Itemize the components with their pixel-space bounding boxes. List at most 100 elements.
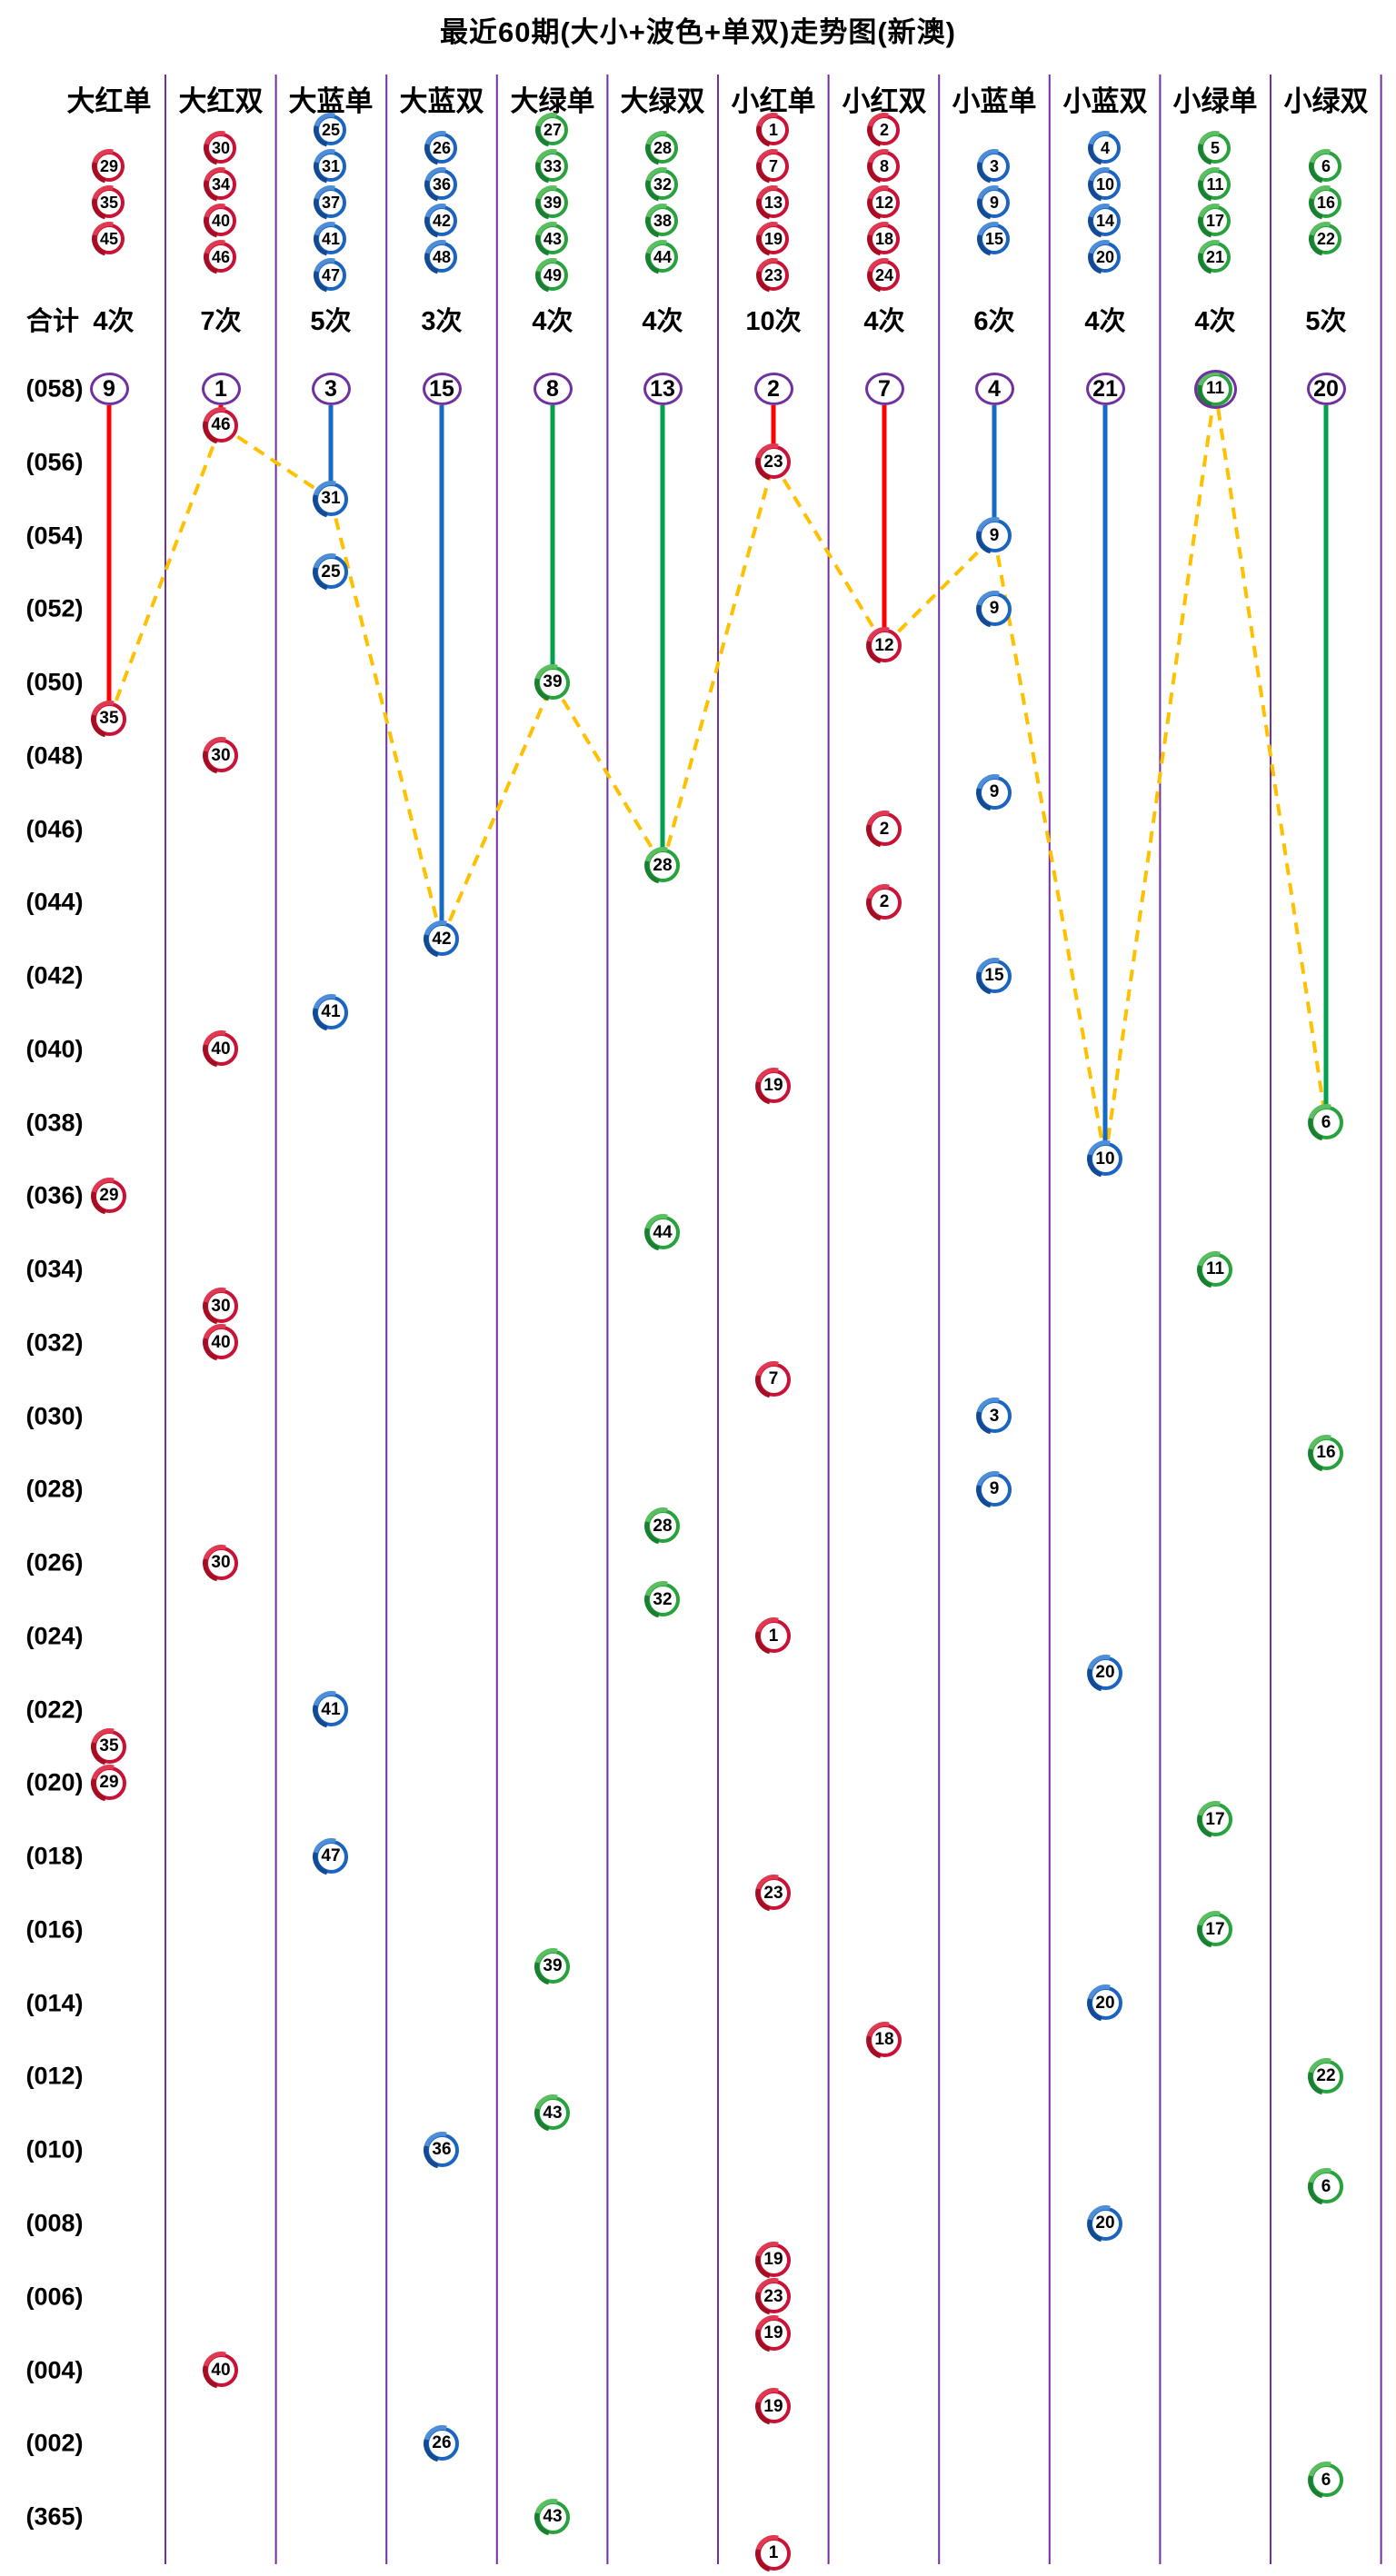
draw-ball-period-025: 32 xyxy=(645,1583,680,1617)
miss-count-circle-小红双: 7 xyxy=(864,373,904,405)
draw-ball-period-043: 42 xyxy=(424,922,459,957)
summary-label: 合计 xyxy=(25,307,80,336)
reference-ball: 29 xyxy=(94,151,125,182)
draw-ball-period-031: 7 xyxy=(756,1362,791,1397)
recent-trend-dashed-line xyxy=(992,535,1107,1160)
draw-ball-period-049: 35 xyxy=(92,701,126,736)
reference-ball: 47 xyxy=(315,260,346,291)
miss-count-circle-大绿单: 8 xyxy=(533,373,573,405)
period-row-label: (038) xyxy=(25,1109,84,1137)
reference-ball: 44 xyxy=(647,242,678,273)
column-total-count: 4次 xyxy=(532,307,573,336)
reference-ball: 32 xyxy=(647,169,678,200)
reference-ball: 37 xyxy=(315,187,346,218)
period-row-label: (008) xyxy=(25,2209,84,2237)
draw-ball-period-040: 40 xyxy=(204,1032,238,1067)
reference-ball: 19 xyxy=(758,224,789,254)
period-row-label: (044) xyxy=(25,888,84,916)
draw-ball-period-002: 26 xyxy=(424,2426,459,2461)
draw-ball-period-035: 44 xyxy=(645,1216,680,1250)
miss-count-circle-大蓝单: 3 xyxy=(311,373,351,405)
miss-count-circle-大绿双: 13 xyxy=(643,373,683,405)
draw-ball-period-022: 41 xyxy=(314,1693,348,1727)
miss-count-circle-小绿双: 20 xyxy=(1306,373,1346,405)
reference-ball: 13 xyxy=(758,187,789,218)
column-total-count: 4次 xyxy=(642,307,683,336)
reference-ball: 14 xyxy=(1090,205,1121,236)
draw-ball-period-051: 12 xyxy=(867,629,902,663)
reference-ball: 28 xyxy=(647,133,678,164)
reference-ball: 38 xyxy=(647,205,678,236)
draw-ball-period-053: 25 xyxy=(314,555,348,590)
miss-count-circle-小红单: 2 xyxy=(753,373,793,405)
miss-count-circle-小蓝单: 4 xyxy=(974,373,1014,405)
reference-ball: 31 xyxy=(315,151,346,182)
draw-ball-period-046: 2 xyxy=(867,812,902,847)
column-total-count: 5次 xyxy=(1305,307,1347,336)
reference-ball: 43 xyxy=(537,224,568,254)
period-row-label: (058) xyxy=(25,374,84,403)
draw-ball-period-042: 15 xyxy=(977,959,1012,993)
miss-count-circle-大红双: 1 xyxy=(201,373,241,405)
period-row-label: (022) xyxy=(25,1696,84,1724)
draw-ball-period-008: 20 xyxy=(1088,2206,1122,2241)
draw-ball-period-019: 17 xyxy=(1198,1803,1232,1837)
reference-ball: 40 xyxy=(205,205,236,236)
draw-ball-period-033: 30 xyxy=(204,1289,238,1323)
draw-ball-period-029: 16 xyxy=(1309,1436,1343,1470)
reference-ball: 45 xyxy=(94,224,125,254)
draw-ball-period-364: 1 xyxy=(756,2536,791,2571)
draw-ball-period-018: 47 xyxy=(314,1839,348,1874)
reference-ball: 49 xyxy=(537,260,568,291)
draw-ball-period-017: 23 xyxy=(756,1876,791,1911)
period-row-label: (010) xyxy=(25,2135,84,2163)
reference-ball: 18 xyxy=(869,224,900,254)
period-row-label: (042) xyxy=(25,961,84,990)
reference-ball: 1 xyxy=(758,114,789,145)
column-header-小蓝单: 小蓝单 xyxy=(952,85,1037,117)
period-row-label: (040) xyxy=(25,1035,84,1063)
period-row-label: (050) xyxy=(25,668,84,696)
period-row-label: (004) xyxy=(25,2356,84,2384)
reference-ball: 48 xyxy=(426,242,457,273)
recent-trend-dashed-line xyxy=(107,424,223,721)
column-total-count: 4次 xyxy=(93,307,135,336)
draw-ball-period-012: 22 xyxy=(1309,2059,1343,2094)
reference-ball: 33 xyxy=(537,151,568,182)
period-row-label: (016) xyxy=(25,1915,84,1944)
reference-ball: 20 xyxy=(1090,242,1121,273)
recent-trend-dashed-line xyxy=(1103,388,1217,1160)
draw-ball-period-041: 41 xyxy=(314,995,348,1029)
reference-ball: 24 xyxy=(869,260,900,291)
reference-ball: 21 xyxy=(1200,242,1231,273)
draw-ball-period-007: 19 xyxy=(756,2243,791,2277)
draw-ball-period-015: 39 xyxy=(535,1949,570,1984)
recent-trend-dashed-line xyxy=(661,462,775,867)
draw-ball-period-039: 19 xyxy=(756,1069,791,1103)
draw-ball-period-054: 9 xyxy=(977,519,1012,553)
column-header-大绿双: 大绿双 xyxy=(620,85,705,117)
reference-ball: 36 xyxy=(426,169,457,200)
period-row-label: (028) xyxy=(25,1475,84,1503)
column-total-count: 10次 xyxy=(745,307,802,336)
reference-ball: 3 xyxy=(979,151,1010,182)
reference-ball: 4 xyxy=(1090,133,1121,164)
period-row-label: (002) xyxy=(25,2429,84,2457)
recent-trend-dashed-line xyxy=(329,498,444,940)
draw-ball-period-027: 28 xyxy=(645,1509,680,1544)
draw-ball-period-365: 43 xyxy=(535,2500,570,2534)
reference-ball: 25 xyxy=(315,114,346,145)
draw-ball-period-013: 18 xyxy=(867,2023,902,2057)
column-total-count: 7次 xyxy=(200,307,242,336)
column-header-大蓝双: 大蓝双 xyxy=(399,85,484,117)
period-row-label: (032) xyxy=(25,1328,84,1357)
draw-ball-period-016: 17 xyxy=(1198,1913,1232,1947)
miss-count-circle-大蓝双: 15 xyxy=(422,373,462,405)
reference-ball: 39 xyxy=(537,187,568,218)
column-total-count: 6次 xyxy=(973,307,1015,336)
miss-count-circle-小蓝双: 21 xyxy=(1085,373,1125,405)
reference-ball: 41 xyxy=(315,224,346,254)
recent-trend-dashed-line xyxy=(882,534,996,648)
